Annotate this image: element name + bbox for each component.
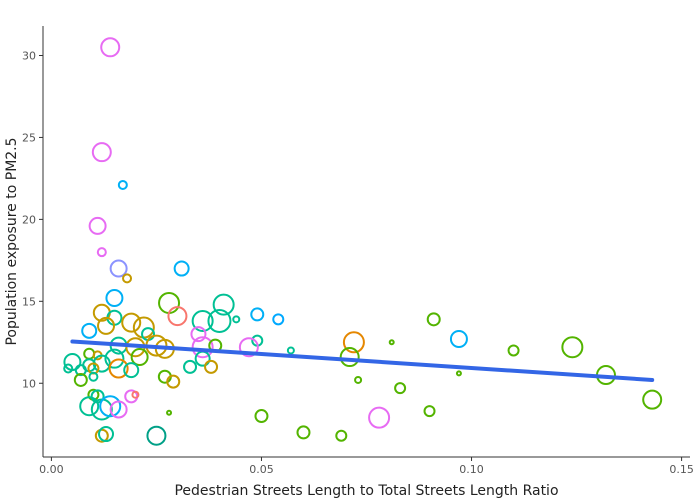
data-point: [158, 291, 181, 314]
data-point: [426, 312, 441, 327]
data-point: [354, 375, 363, 384]
data-point: [109, 259, 128, 278]
y-axis-title: Population exposure to PM2.5: [4, 137, 20, 345]
data-point: [97, 316, 116, 335]
data-point: [250, 307, 265, 322]
data-point: [91, 142, 112, 163]
data-point: [561, 336, 584, 359]
data-point: [73, 372, 88, 387]
y-tick-label: 30: [22, 49, 36, 62]
data-point: [122, 273, 133, 284]
data-point: [79, 396, 100, 417]
data-point: [131, 390, 140, 399]
data-point: [183, 359, 198, 374]
data-point: [191, 309, 214, 332]
data-point: [166, 409, 173, 416]
x-tick-label: 0.05: [249, 463, 274, 476]
data-point: [105, 289, 124, 308]
data-point: [335, 429, 348, 442]
y-tick-label: 25: [22, 131, 36, 144]
data-point: [232, 315, 241, 324]
data-point: [342, 331, 365, 354]
data-point: [104, 348, 125, 369]
data-point: [339, 347, 360, 368]
data-point: [286, 346, 295, 355]
x-tick-label: 0.15: [669, 463, 694, 476]
y-tick-label: 15: [22, 295, 36, 308]
data-point: [449, 330, 468, 349]
x-axis-title: Pedestrian Streets Length to Total Stree…: [174, 483, 558, 499]
data-point: [388, 339, 395, 346]
data-point: [109, 400, 128, 419]
bubble-layer: [63, 37, 663, 446]
data-point: [96, 247, 107, 258]
data-point: [254, 409, 269, 424]
trend-layer: [70, 339, 655, 382]
data-point: [507, 344, 520, 357]
data-point: [117, 179, 128, 190]
data-point: [123, 362, 140, 379]
data-point: [296, 425, 311, 440]
data-point: [108, 358, 129, 379]
data-point: [194, 350, 211, 367]
x-tick-label: 0.10: [459, 463, 484, 476]
data-point: [130, 348, 149, 367]
data-point: [167, 306, 188, 327]
y-tick-label: 20: [22, 213, 36, 226]
data-point: [63, 363, 74, 374]
y-tick-label: 10: [22, 377, 36, 390]
data-point: [394, 382, 407, 395]
data-point: [81, 322, 98, 339]
data-point: [191, 336, 214, 359]
data-point: [238, 337, 259, 358]
x-axis-ticks: 0.00 0.05 0.10 0.15: [39, 457, 694, 476]
data-point: [173, 260, 190, 277]
data-point: [100, 37, 121, 58]
data-point: [423, 405, 436, 418]
data-point: [204, 359, 219, 374]
x-tick-label: 0.00: [39, 463, 64, 476]
data-point: [132, 316, 155, 339]
data-point: [121, 312, 142, 333]
data-point: [98, 426, 115, 443]
data-point: [88, 371, 99, 382]
data-point: [99, 395, 122, 418]
data-point: [212, 293, 235, 316]
trend-line: [70, 339, 655, 382]
data-point: [83, 347, 96, 360]
data-point: [207, 308, 232, 333]
data-point: [74, 364, 87, 377]
data-point: [88, 216, 107, 235]
data-point: [166, 374, 181, 389]
data-point: [455, 370, 462, 377]
data-point: [272, 313, 285, 326]
data-point: [146, 425, 167, 446]
data-point: [368, 406, 391, 429]
y-axis-ticks: 10 15 20 25 30: [22, 49, 43, 390]
data-point: [642, 389, 663, 410]
data-point: [190, 326, 207, 343]
